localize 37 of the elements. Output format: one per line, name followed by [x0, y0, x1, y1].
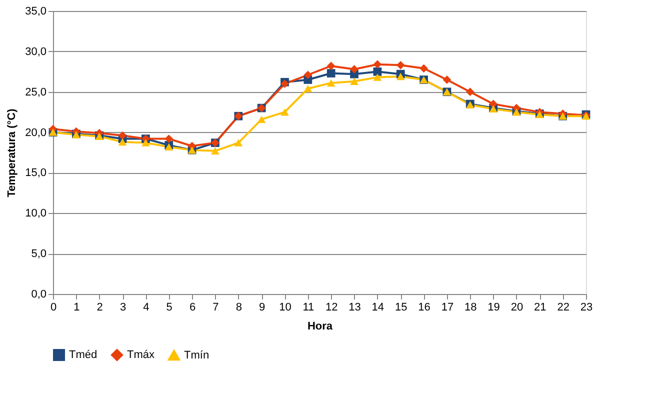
- x-tick-label: 13: [348, 302, 361, 314]
- x-tick-label: 9: [259, 302, 266, 314]
- y-tick-label: 35,0: [25, 6, 46, 18]
- x-tick-label: 1: [74, 302, 80, 314]
- y-tick-label: 5,0: [31, 248, 46, 260]
- y-axis-title: Temperatura (°C): [6, 108, 18, 198]
- x-tick-label: 5: [166, 302, 172, 314]
- x-tick-label: 7: [212, 302, 219, 314]
- x-tick-label: 15: [394, 302, 408, 314]
- y-tick-label: 20,0: [25, 126, 46, 139]
- x-tick-label: 12: [325, 302, 338, 314]
- x-tick-label: 3: [120, 302, 126, 314]
- x-tick-label: 0: [50, 302, 57, 314]
- y-tick-label: 0,0: [31, 288, 46, 300]
- x-tick-label: 19: [488, 302, 500, 314]
- x-tick-label: 17: [441, 302, 454, 314]
- y-tick-label: 25,0: [25, 86, 46, 98]
- legend-label: Tmín: [184, 349, 210, 362]
- x-tick-label: 10: [279, 302, 292, 314]
- x-tick-label: 2: [96, 302, 103, 314]
- x-tick-label: 20: [510, 302, 524, 314]
- legend-label: Tméd: [69, 349, 98, 361]
- y-tick-label: 30,0: [25, 46, 46, 58]
- legend-label: Tmáx: [127, 349, 155, 361]
- x-tick-label: 23: [580, 302, 593, 314]
- x-tick-label: 18: [464, 302, 477, 314]
- y-tick-label: 15,0: [25, 167, 46, 180]
- x-tick-label: 16: [418, 302, 430, 314]
- x-tick-label: 4: [143, 302, 150, 314]
- x-tick-label: 14: [372, 302, 384, 314]
- x-tick-label: 6: [189, 302, 196, 314]
- x-tick-label: 8: [236, 302, 242, 314]
- x-tick-label: 21: [534, 302, 546, 314]
- x-axis-title: Hora: [307, 320, 334, 332]
- x-tick-label: 22: [557, 302, 570, 314]
- x-tick-label: 11: [302, 302, 314, 314]
- y-tick-label: 10,0: [25, 208, 46, 220]
